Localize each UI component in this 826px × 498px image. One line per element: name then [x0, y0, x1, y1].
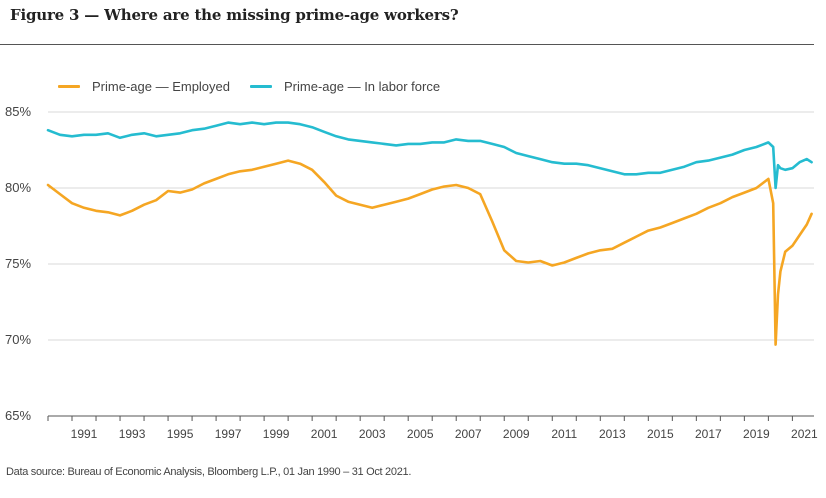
line-chart: 65% 70% 75% 80% 85% 1991 1993 1995 1997 1999 2001… — [5, 104, 818, 441]
legend-swatch-employed — [58, 85, 80, 88]
y-tick-label: 70% — [5, 332, 31, 347]
legend-item-labor-force: Prime-age — In labor force — [250, 79, 440, 94]
legend-label-employed: Prime-age — Employed — [92, 79, 230, 94]
x-tick-label: 2007 — [455, 427, 482, 441]
series-line-labor-force — [46, 121, 813, 190]
x-tick-label: 2017 — [695, 427, 722, 441]
x-tick-label: 2021 — [791, 427, 818, 441]
x-tick-label: 2011 — [551, 427, 577, 441]
y-axis-ticks: 65% 70% 75% 80% 85% — [5, 104, 31, 423]
x-tick-label: 2001 — [311, 427, 338, 441]
y-tick-label: 80% — [5, 180, 31, 195]
data-source-note: Data source: Bureau of Economic Analysis… — [6, 466, 412, 478]
y-tick-label: 65% — [5, 408, 31, 423]
grid-lines — [48, 111, 814, 341]
x-tick-label: 2009 — [503, 427, 530, 441]
legend-item-employed: Prime-age — Employed — [58, 79, 230, 94]
x-tick-label: 1995 — [167, 427, 194, 441]
series-line-employed — [46, 159, 813, 346]
series-lines — [46, 121, 813, 346]
x-tick-label: 1993 — [119, 427, 146, 441]
x-axis: 1991 1993 1995 1997 1999 2001 2003 2005 2007 2009… — [47, 415, 818, 441]
x-tick-label: 1997 — [215, 427, 242, 441]
legend-label-labor-force: Prime-age — In labor force — [284, 79, 441, 94]
y-tick-label: 85% — [5, 104, 31, 119]
y-tick-label: 75% — [5, 256, 31, 271]
x-tick-label: 2003 — [359, 427, 386, 441]
x-tick-label: 2005 — [407, 427, 434, 441]
x-tick-label: 2019 — [743, 427, 770, 441]
figure-title: Figure 3 — Where are the missing prime-a… — [10, 6, 459, 24]
legend-swatch-labor-force — [250, 85, 272, 88]
x-tick-label: 1991 — [71, 427, 98, 441]
x-tick-label: 2015 — [647, 427, 674, 441]
title-divider — [0, 44, 814, 45]
x-tick-label: 1999 — [263, 427, 290, 441]
x-tick-label: 2013 — [599, 427, 626, 441]
